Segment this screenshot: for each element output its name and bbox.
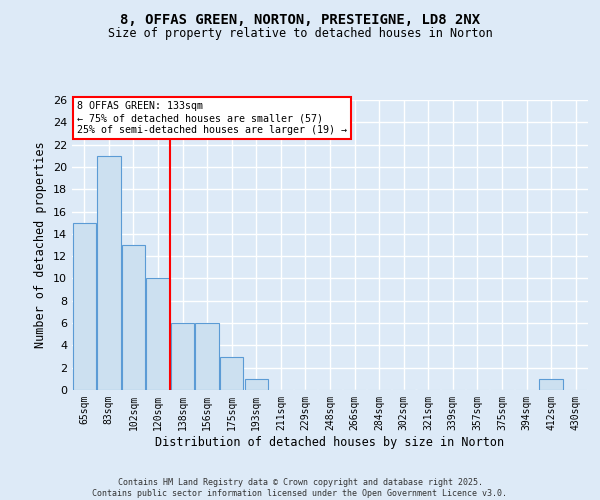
Bar [73,222,96,390]
Text: 8, OFFAS GREEN, NORTON, PRESTEIGNE, LD8 2NX: 8, OFFAS GREEN, NORTON, PRESTEIGNE, LD8 … [120,12,480,26]
X-axis label: Distribution of detached houses by size in Norton: Distribution of detached houses by size … [155,436,505,448]
Bar [97,156,121,390]
Bar [146,278,170,390]
Y-axis label: Number of detached properties: Number of detached properties [34,142,47,348]
Text: 8 OFFAS GREEN: 133sqm
← 75% of detached houses are smaller (57)
25% of semi-deta: 8 OFFAS GREEN: 133sqm ← 75% of detached … [77,102,347,134]
Bar [122,245,145,390]
Bar [220,356,244,390]
Bar [245,379,268,390]
Bar [171,323,194,390]
Bar [539,379,563,390]
Text: Contains HM Land Registry data © Crown copyright and database right 2025.
Contai: Contains HM Land Registry data © Crown c… [92,478,508,498]
Text: Size of property relative to detached houses in Norton: Size of property relative to detached ho… [107,28,493,40]
Bar [196,323,219,390]
